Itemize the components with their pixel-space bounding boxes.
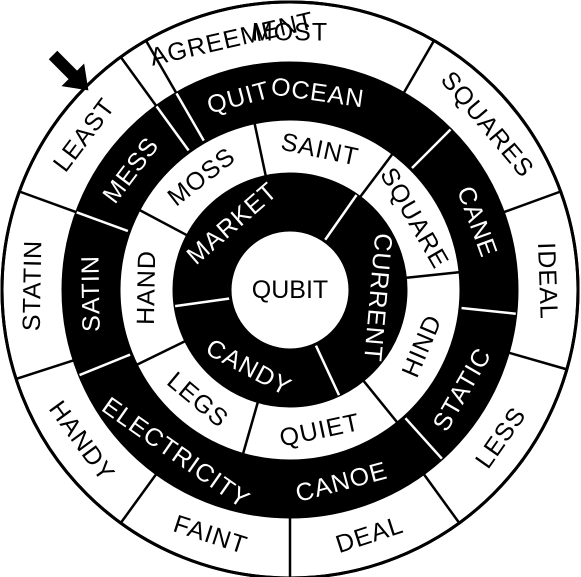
segment-divider [459,306,516,315]
ring-word-third: HAND [132,250,161,325]
segment-divider [241,401,260,455]
segment-divider [358,152,394,199]
segment-divider [402,39,436,95]
ring-word-second: SATIN [76,255,105,332]
segment-divider [403,416,443,460]
segment-divider [76,211,130,233]
segment-divider [175,92,206,143]
segment-divider [138,208,189,237]
segment-divider [502,190,562,214]
segment-divider [405,270,461,280]
segment-divider [314,343,341,396]
center-word: QUBIT [252,276,328,304]
segment-divider [79,352,132,377]
segment-divider [253,122,268,177]
ring-word-outer: IDEAL [532,242,563,320]
segment-divider [144,39,178,95]
segment-divider [422,472,461,524]
segment-divider [362,379,399,424]
segment-divider [119,56,158,108]
segment-divider [323,194,358,242]
segment-divider [155,105,191,153]
segment-divider [119,472,158,524]
segment-divider [18,190,78,214]
segment-divider [135,339,187,367]
segment-divider [507,351,568,371]
ring-word-outer: MOST [252,19,328,47]
segment-divider [15,358,75,381]
arrow-pointer-icon [48,50,89,91]
ring-word-outer: STATIN [18,240,48,332]
center-circle [228,228,352,352]
segment-divider [410,128,452,170]
segment-divider [174,297,231,308]
